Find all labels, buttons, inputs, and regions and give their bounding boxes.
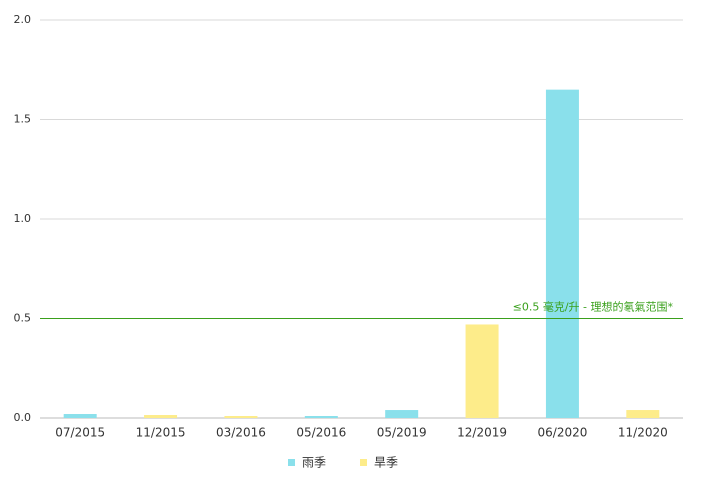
legend-swatch [288, 459, 295, 466]
x-tick-label: 03/2016 [216, 426, 266, 440]
x-tick-label: 07/2015 [55, 426, 105, 440]
bar [626, 410, 660, 418]
x-tick-label: 05/2019 [377, 426, 427, 440]
y-tick-label: 1.0 [14, 212, 32, 225]
x-tick-label: 05/2016 [296, 426, 346, 440]
x-tick-label: 11/2015 [136, 426, 186, 440]
bar [304, 416, 338, 418]
legend-swatch [360, 459, 367, 466]
reference-label: ≤0.5 毫克/升 - 理想的氡氣范围* [513, 300, 674, 314]
y-tick-label: 0.5 [14, 312, 32, 325]
bar [545, 89, 579, 419]
x-tick-label: 06/2020 [538, 426, 588, 440]
y-tick-label: 1.5 [14, 113, 32, 126]
bar [385, 410, 419, 418]
bar [63, 414, 97, 418]
bar [144, 415, 178, 418]
legend-label: 雨季 [302, 456, 326, 470]
x-tick-label: 12/2019 [457, 426, 507, 440]
bar [224, 416, 258, 418]
bar [465, 324, 499, 418]
y-tick-label: 2.0 [14, 13, 32, 26]
y-tick-label: 0.0 [14, 411, 32, 424]
x-tick-label: 11/2020 [618, 426, 668, 440]
legend-label: 旱季 [374, 456, 398, 470]
